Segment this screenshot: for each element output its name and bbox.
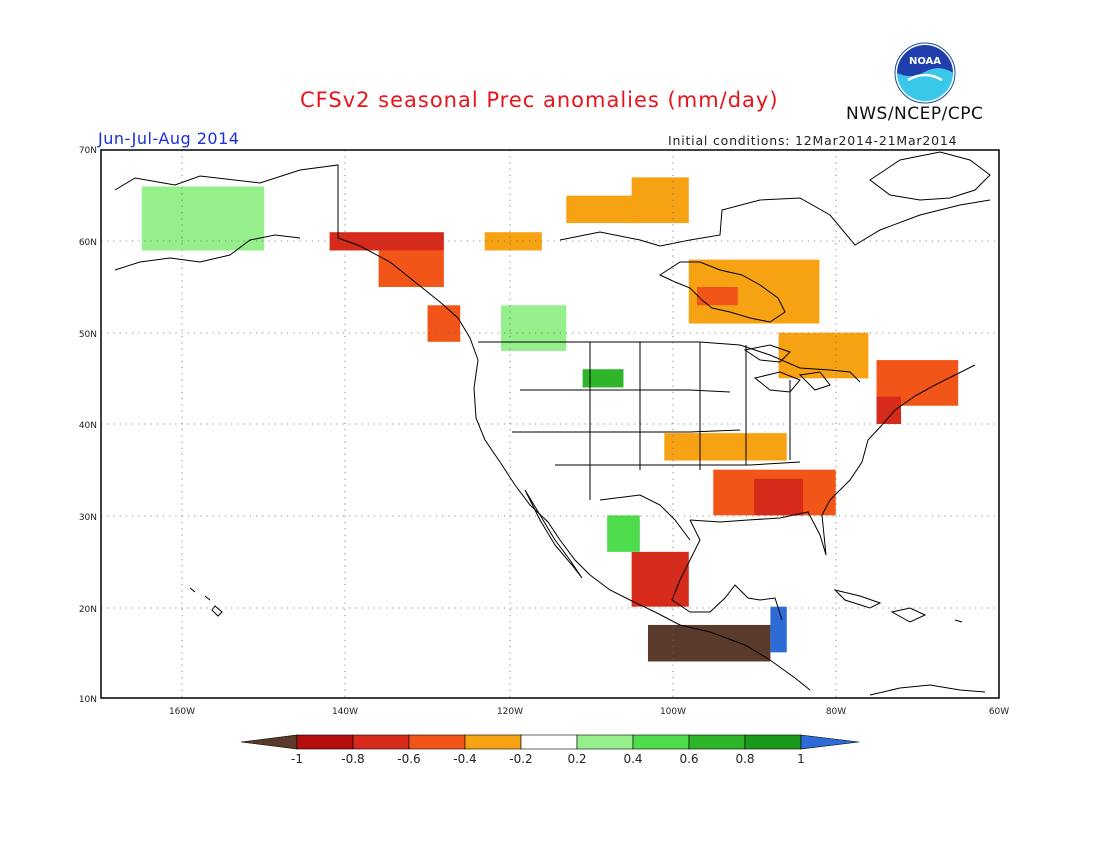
noaa-logo-icon: NOAA — [894, 42, 956, 104]
colorbar-swatch — [408, 734, 466, 750]
colorbar-label: 0.2 — [567, 752, 586, 766]
lat-label: 20N — [79, 605, 97, 615]
anomaly-cell — [696, 287, 738, 306]
colorbar-label: -0.8 — [341, 752, 364, 766]
lon-label: 100W — [660, 707, 686, 717]
anomaly-cell — [484, 232, 542, 251]
colorbar-swatch — [688, 734, 746, 750]
anomaly-cell — [607, 515, 640, 552]
lat-label: 50N — [79, 330, 97, 340]
anomaly-cell — [501, 305, 567, 351]
colorbar-labels: -1 -0.8 -0.6 -0.4 -0.2 0.2 0.4 0.6 0.8 1 — [291, 752, 805, 766]
longitude-labels: 160W 140W 120W 100W 80W 60W — [169, 707, 1009, 717]
anomaly-cell — [631, 551, 689, 607]
anomaly-cell — [582, 369, 624, 388]
anomaly-cell — [876, 396, 902, 424]
colorbar-label: 1 — [797, 752, 805, 766]
lat-label: 10N — [79, 695, 97, 705]
colorbar-label: 0.8 — [735, 752, 754, 766]
anomaly-cell — [778, 332, 869, 379]
lat-label: 30N — [79, 513, 97, 523]
initial-conditions-label: Initial conditions: 12Mar2014-21Mar2014 — [668, 133, 958, 148]
colorbar-swatch — [352, 734, 410, 750]
colorbar-swatch — [576, 734, 634, 750]
lat-label: 40N — [79, 421, 97, 431]
lat-label: 60N — [79, 238, 97, 248]
anomaly-cell — [378, 250, 444, 287]
anomaly-cell — [566, 195, 640, 224]
colorbar-label: -0.6 — [397, 752, 420, 766]
lon-label: 80W — [826, 707, 846, 717]
lon-label: 140W — [332, 707, 358, 717]
colorbar-swatch — [744, 734, 802, 750]
anomaly-cell — [647, 624, 771, 662]
anomaly-cell — [141, 186, 265, 251]
colorbar-swatch — [632, 734, 690, 750]
lon-label: 160W — [169, 707, 195, 717]
anomaly-fields — [141, 177, 959, 662]
anomaly-cell — [754, 478, 804, 516]
colorbar-swatch — [296, 734, 354, 750]
anomaly-cell — [631, 177, 689, 224]
noaa-logo-text: NOAA — [909, 56, 941, 67]
anomaly-cell — [770, 606, 787, 653]
coastlines — [114, 151, 991, 696]
map-title: CFSv2 seasonal Prec anomalies (mm/day) — [300, 88, 779, 112]
colorbar-swatch — [520, 734, 578, 750]
anomaly-cell — [427, 305, 461, 342]
latitude-labels: 70N 60N 50N 40N 30N 20N 10N — [79, 146, 97, 705]
colorbar-label: -0.4 — [453, 752, 476, 766]
colorbar-label: 0.4 — [623, 752, 642, 766]
colorbar-swatch — [464, 734, 522, 750]
colorbar-label: -1 — [291, 752, 303, 766]
lon-label: 120W — [497, 707, 523, 717]
lat-lon-grid — [101, 150, 999, 698]
colorbar-label: 0.6 — [679, 752, 698, 766]
agency-label: NWS/NCEP/CPC — [846, 104, 984, 124]
colorbar — [240, 734, 860, 750]
map-frame — [100, 149, 1000, 699]
colorbar-label: -0.2 — [509, 752, 532, 766]
season-label: Jun-Jul-Aug 2014 — [98, 129, 240, 148]
colorbar-below-arrow — [240, 734, 298, 750]
lon-label: 60W — [989, 707, 1009, 717]
anomaly-cell — [664, 433, 787, 461]
lat-label: 70N — [79, 146, 97, 156]
colorbar-above-arrow — [800, 734, 860, 750]
